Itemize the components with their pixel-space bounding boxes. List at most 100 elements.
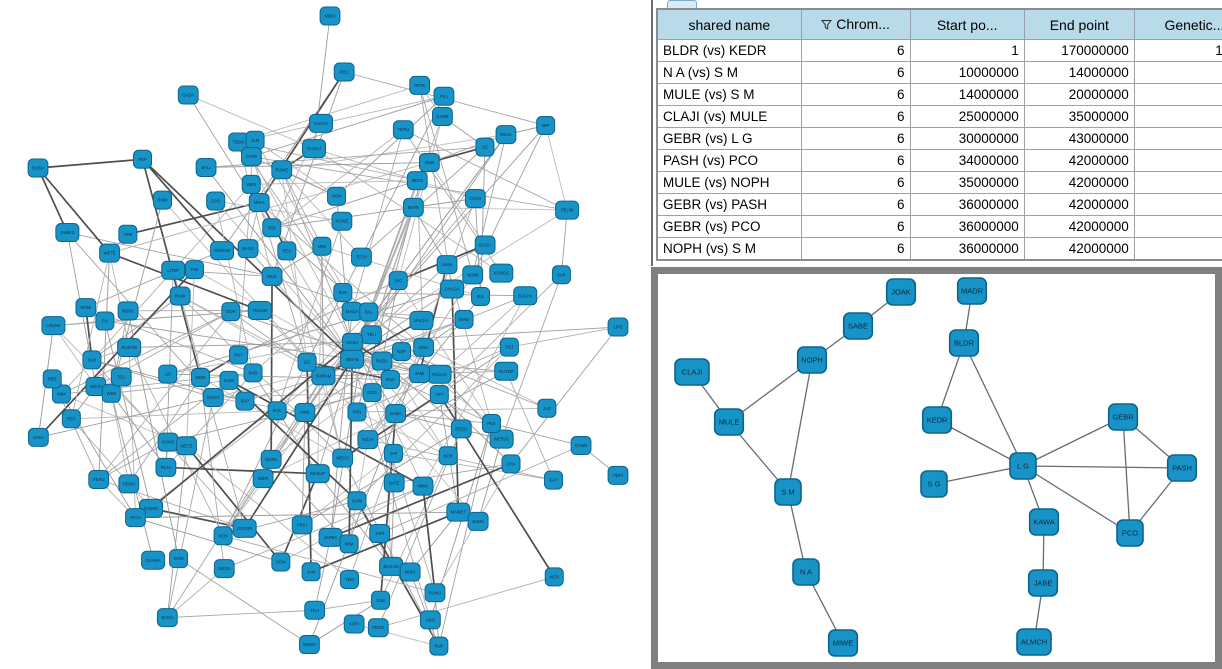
table-cell[interactable]: 14000000 [1023, 61, 1135, 84]
table-cell[interactable]: N A (vs) S M [656, 61, 802, 84]
network-node-kosu[interactable]: KOSU [342, 332, 363, 352]
network-edge[interactable] [409, 571, 440, 647]
network-node-sun[interactable]: SUN [82, 350, 102, 370]
table-cell[interactable]: 42000000 [1023, 171, 1135, 194]
network-node-gaba[interactable]: GABA [385, 404, 407, 424]
network-node-gaw[interactable]: GAW [347, 491, 367, 511]
table-cell[interactable]: 9.9 [1133, 237, 1222, 261]
network-edge[interactable] [351, 129, 404, 312]
column-header-shared-name[interactable]: shared name [656, 8, 802, 40]
table-cell[interactable]: 192.0 [1133, 39, 1222, 62]
table-cell[interactable]: 1 [909, 39, 1025, 62]
table-cell[interactable]: GEBR (vs) PCO [656, 215, 802, 238]
network-edge[interactable] [330, 463, 512, 539]
network-edge[interactable] [186, 445, 350, 580]
network-edge[interactable] [393, 452, 554, 481]
network-edge[interactable] [222, 359, 353, 537]
network-edge[interactable] [509, 326, 619, 348]
network-node-dow[interactable]: DOW [169, 549, 189, 569]
table-cell[interactable]: 6 [800, 149, 911, 172]
network-node-wete[interactable]: WETE [176, 436, 197, 456]
table-cell[interactable]: PASH (vs) PCO [656, 149, 802, 172]
network-edge[interactable] [348, 342, 354, 544]
network-node-lipe[interactable]: LIPE [607, 317, 629, 337]
table-cell[interactable]: 25000000 [909, 105, 1025, 128]
network-node-liko[interactable]: LIKO [419, 610, 441, 630]
network-node-rut[interactable]: RUT [229, 345, 249, 365]
network-node-kawa[interactable]: KAWA [1028, 508, 1060, 536]
network-node-dor[interactable]: DOR [221, 302, 241, 322]
network-node-ruw[interactable]: RUW [152, 190, 172, 210]
network-node-sumam[interactable]: SUMAM [311, 366, 336, 386]
network-node-cha[interactable]: CHA [501, 454, 521, 474]
table-cell[interactable]: 36000000 [909, 215, 1025, 238]
network-node-ruwe[interactable]: RUWE [271, 160, 293, 180]
network-edge[interactable] [222, 535, 436, 594]
table-cell[interactable]: MULE (vs) S M [656, 83, 802, 106]
network-edge[interactable] [141, 158, 353, 360]
network-node-jad[interactable]: JAD [537, 398, 557, 418]
network-edge[interactable] [371, 162, 430, 335]
table-row[interactable]: CLAJI (vs) MULE625000000350000005.9 [656, 105, 1222, 128]
table-cell[interactable]: 36000000 [909, 237, 1025, 261]
network-edge[interactable] [281, 134, 507, 171]
network-edge[interactable] [67, 232, 273, 277]
network-edge[interactable] [451, 288, 460, 513]
network-node-suk[interactable]: SUK [333, 283, 353, 303]
network-edge[interactable] [314, 599, 381, 611]
network-edge[interactable] [419, 85, 474, 275]
network-node-wega[interactable]: WEGA [213, 559, 235, 579]
network-node-komi[interactable]: KOMI [75, 298, 97, 318]
network-edge[interactable] [301, 428, 462, 526]
column-header-start-position[interactable]: Start po... [909, 8, 1025, 40]
network-edge[interactable] [252, 292, 344, 374]
table-cell[interactable]: 5.9 [1133, 105, 1222, 128]
network-node-bap[interactable]: BAP [235, 391, 255, 411]
network-edge[interactable] [317, 473, 392, 567]
network-node-jami[interactable]: JAMI [418, 153, 440, 173]
network-edge[interactable] [135, 375, 324, 518]
network-node-web[interactable]: WEB [101, 383, 121, 403]
network-node-kono[interactable]: KONO [157, 432, 179, 452]
network-edge[interactable] [186, 269, 195, 446]
network-node-mim[interactable]: MIM [51, 384, 71, 404]
network-node-gat[interactable]: GAT [544, 470, 564, 490]
table-cell[interactable]: NOPH (vs) S M [656, 237, 802, 261]
network-node-miw[interactable]: MIW [312, 236, 332, 256]
network-edge[interactable] [85, 250, 223, 309]
network-node-jan[interactable]: JAN [301, 562, 321, 582]
network-edge[interactable] [510, 326, 619, 465]
table-row[interactable]: MULE (vs) S M614000000200000007.5 [656, 83, 1222, 106]
network-edge[interactable] [167, 609, 315, 619]
network-node-tesum[interactable]: TESUM [247, 300, 272, 320]
network-node-pepi[interactable]: PEPI [607, 465, 629, 485]
network-edge[interactable] [352, 326, 619, 343]
network-node-claji[interactable]: CLAJI [674, 358, 710, 386]
network-node-pili[interactable]: PILI [433, 86, 455, 106]
network-edge[interactable] [104, 320, 152, 509]
network-edge[interactable] [395, 413, 502, 440]
network-node-kedr[interactable]: KEDR [921, 406, 953, 434]
network-node-suma[interactable]: SUMA [467, 511, 489, 531]
network-edge[interactable] [352, 342, 449, 457]
network-node-japi[interactable]: JAPI [369, 524, 391, 544]
network-node-non[interactable]: NON [327, 186, 347, 206]
table-cell[interactable]: 36000000 [909, 193, 1025, 216]
network-node-sabe[interactable]: SABE [842, 312, 874, 340]
network-node-noli[interactable]: NOLI [413, 337, 434, 357]
network-edge[interactable] [314, 537, 332, 611]
network-edge[interactable] [309, 347, 424, 645]
network-node-nop[interactable]: NOP [392, 342, 412, 362]
table-row[interactable]: NOPH (vs) S M636000000420000009.9 [656, 237, 1222, 261]
network-node-tek[interactable]: TEK [262, 218, 282, 238]
table-cell[interactable]: 8.9 [1133, 193, 1222, 216]
network-edge[interactable] [194, 269, 353, 360]
network-node-teli[interactable]: TELI [110, 367, 132, 387]
network-edge[interactable] [162, 199, 324, 377]
network-node-sul[interactable]: SUL [471, 286, 491, 306]
network-edge[interactable] [419, 85, 453, 290]
network-node-konos[interactable]: KONOS [489, 263, 514, 283]
table-cell[interactable]: 7.5 [1133, 83, 1222, 106]
network-node-mima[interactable]: MIMA [412, 476, 434, 496]
network-node-lis[interactable]: LIS [158, 364, 178, 384]
